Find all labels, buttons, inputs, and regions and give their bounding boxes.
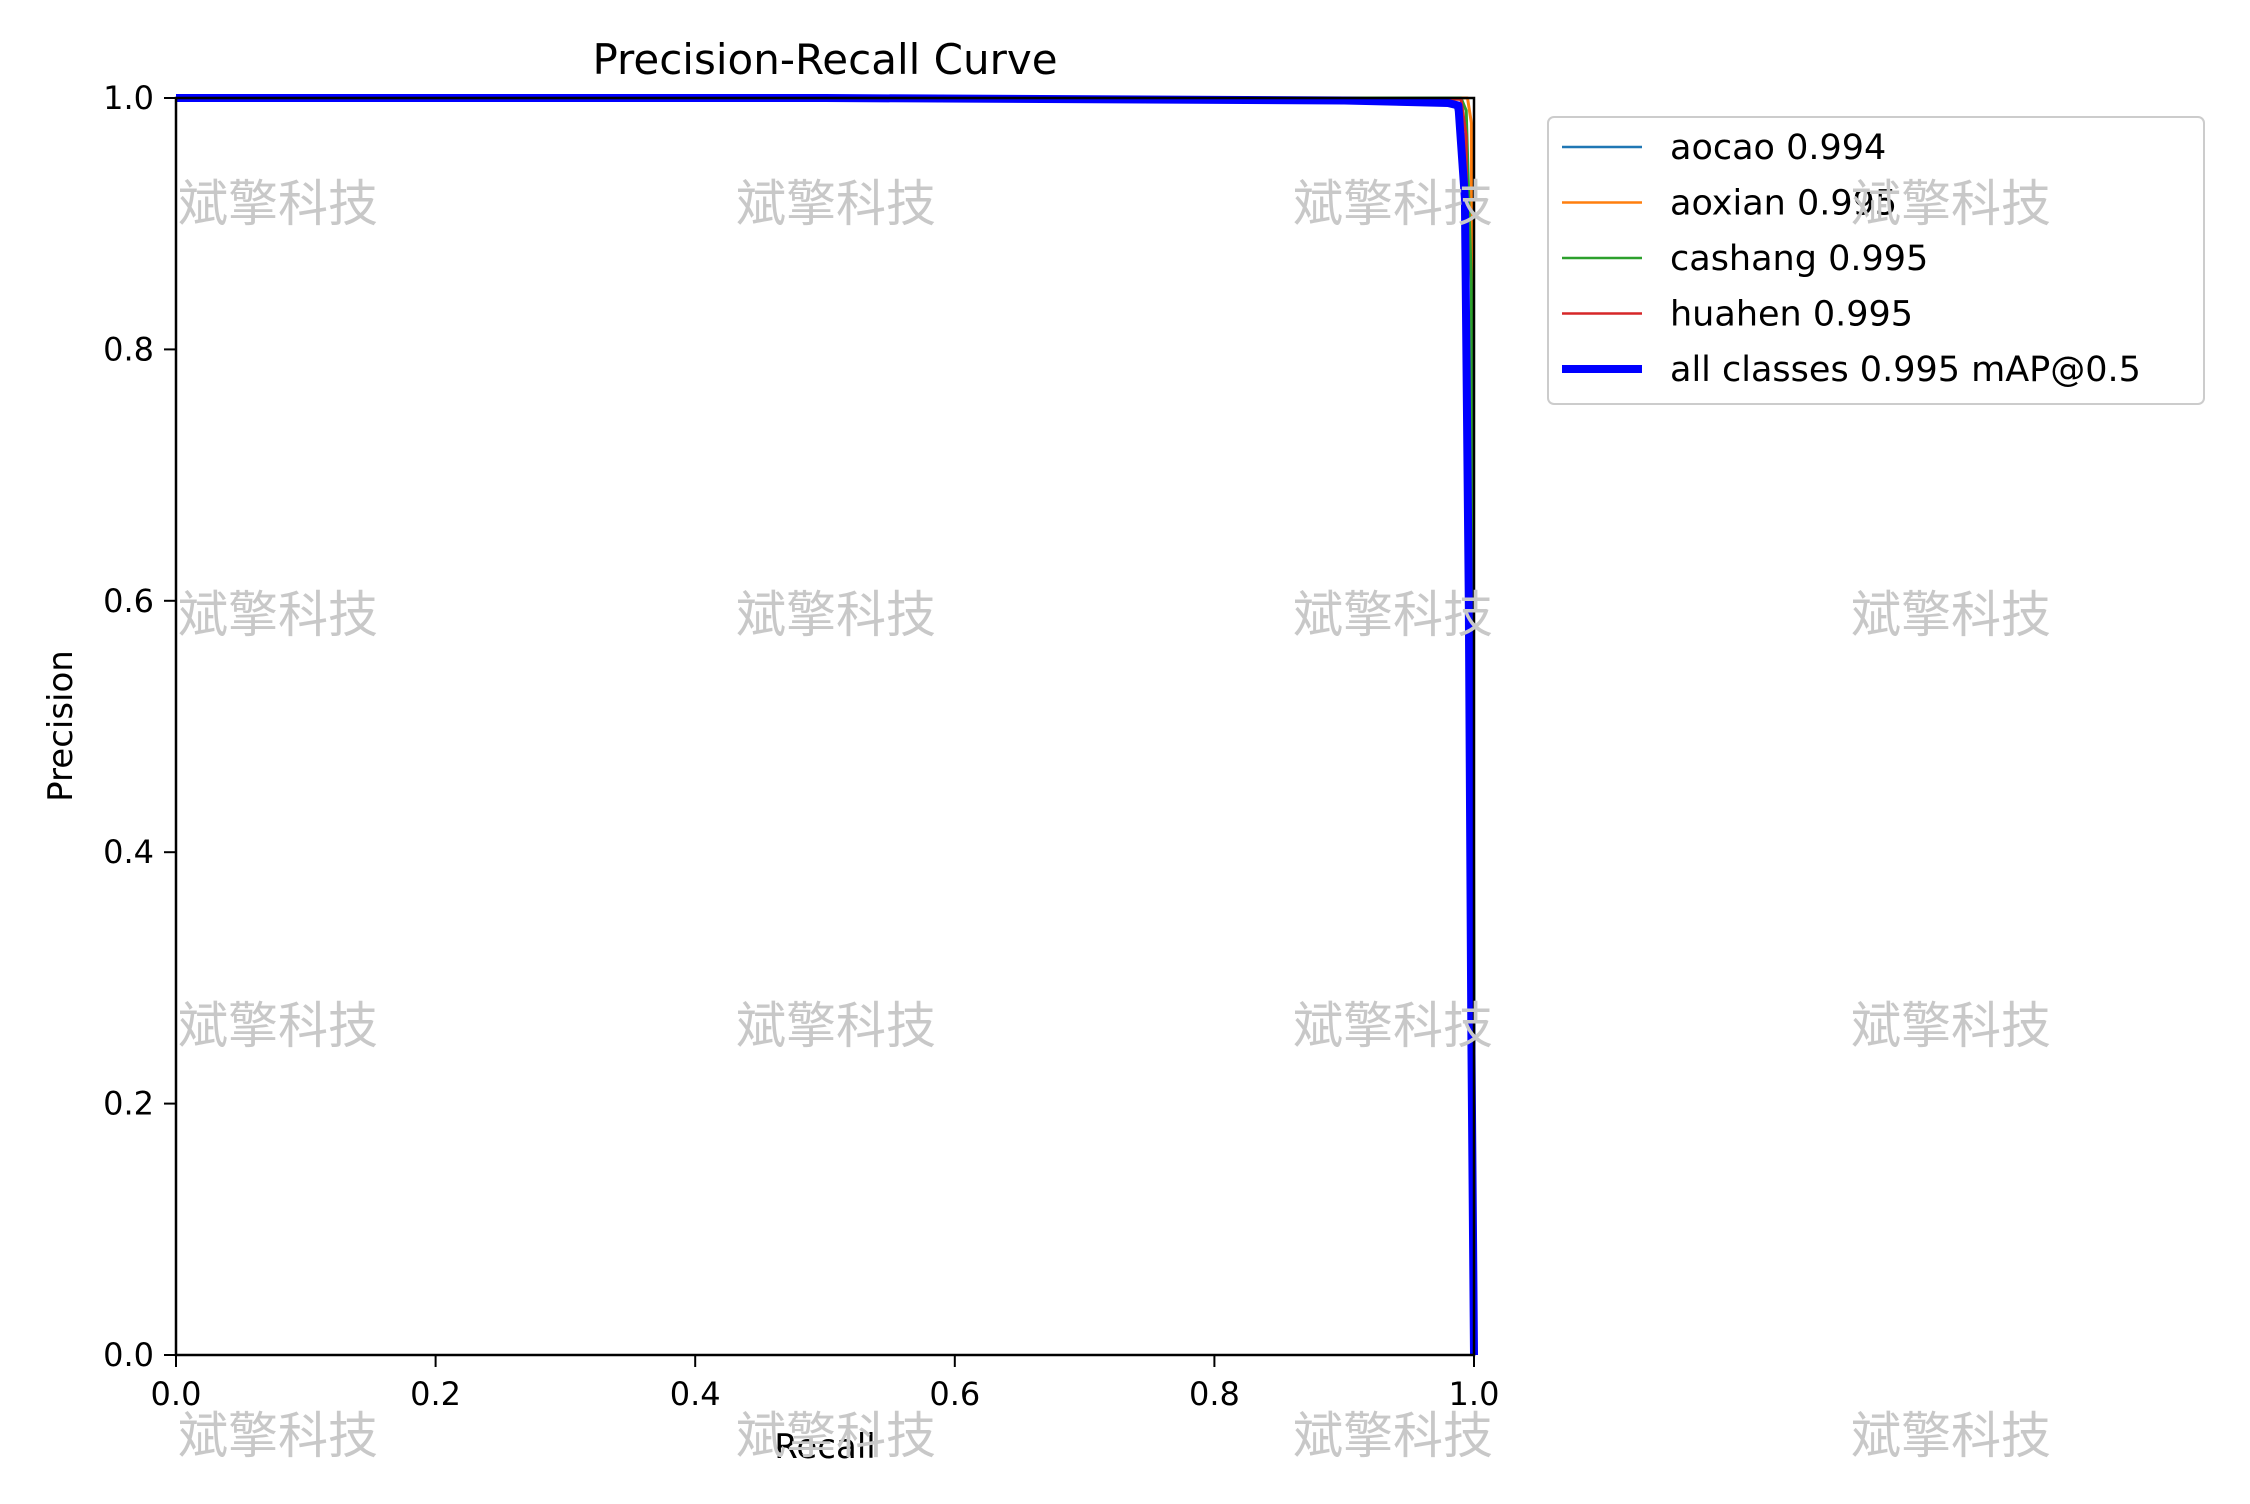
x-tick-label-1: 0.2 (410, 1375, 461, 1413)
watermark-7: 斌擎科技 (1851, 586, 2051, 644)
legend-label-2: cashang 0.995 (1670, 239, 1928, 279)
y-axis-label: Precision (41, 650, 81, 802)
watermark-12: 斌擎科技 (178, 1407, 378, 1465)
watermark-5: 斌擎科技 (736, 586, 936, 644)
watermark-11: 斌擎科技 (1851, 997, 2051, 1055)
watermark-4: 斌擎科技 (178, 586, 378, 644)
y-tick-label-4: 0.8 (103, 330, 154, 368)
x-tick-label-0: 0.0 (151, 1375, 202, 1413)
watermark-9: 斌擎科技 (736, 997, 936, 1055)
watermark-1: 斌擎科技 (736, 175, 936, 233)
watermark-0: 斌擎科技 (178, 175, 378, 233)
y-tick-label-3: 0.6 (103, 582, 154, 620)
watermark-15: 斌擎科技 (1851, 1407, 2051, 1465)
legend-label-1: aoxian 0.995 (1670, 184, 1897, 224)
legend-box (1547, 116, 2205, 405)
watermark-3: 斌擎科技 (1851, 175, 2051, 233)
chart-title: Precision-Recall Curve (592, 35, 1057, 84)
legend-label-3: huahen 0.995 (1670, 295, 1913, 335)
watermark-6: 斌擎科技 (1293, 586, 1493, 644)
y-tick-label-5: 1.0 (103, 79, 154, 117)
plot-frame (174, 96, 1476, 1357)
watermark-13: 斌擎科技 (736, 1407, 936, 1465)
watermark-8: 斌擎科技 (178, 997, 378, 1055)
y-tick-label-0: 0.0 (103, 1336, 154, 1374)
legend-label-4: all classes 0.995 mAP@0.5 (1670, 350, 2141, 390)
legend-entries: aocao 0.994 aoxian 0.995 cashang 0.995 huah… (1562, 128, 2141, 390)
y-ticks: 0.0 0.2 0.4 0.6 0.8 1.0 (103, 79, 176, 1374)
x-tick-label-5: 1.0 (1449, 1375, 1500, 1413)
watermark-2: 斌擎科技 (1293, 175, 1493, 233)
x-tick-label-3: 0.6 (929, 1375, 980, 1413)
watermark-10: 斌擎科技 (1293, 997, 1493, 1055)
y-tick-label-2: 0.4 (103, 833, 154, 871)
y-tick-label-1: 0.2 (103, 1085, 154, 1123)
x-tick-label-4: 0.8 (1189, 1375, 1240, 1413)
legend-label-0: aocao 0.994 (1670, 128, 1886, 168)
legend: aocao 0.994 aoxian 0.995 cashang 0.995 huah… (1547, 116, 2205, 405)
watermark-14: 斌擎科技 (1293, 1407, 1493, 1465)
x-ticks: 0.0 0.2 0.4 0.6 0.8 1.0 (151, 1355, 1500, 1413)
x-tick-label-2: 0.4 (670, 1375, 721, 1413)
x-axis-label: Recall (774, 1427, 875, 1467)
